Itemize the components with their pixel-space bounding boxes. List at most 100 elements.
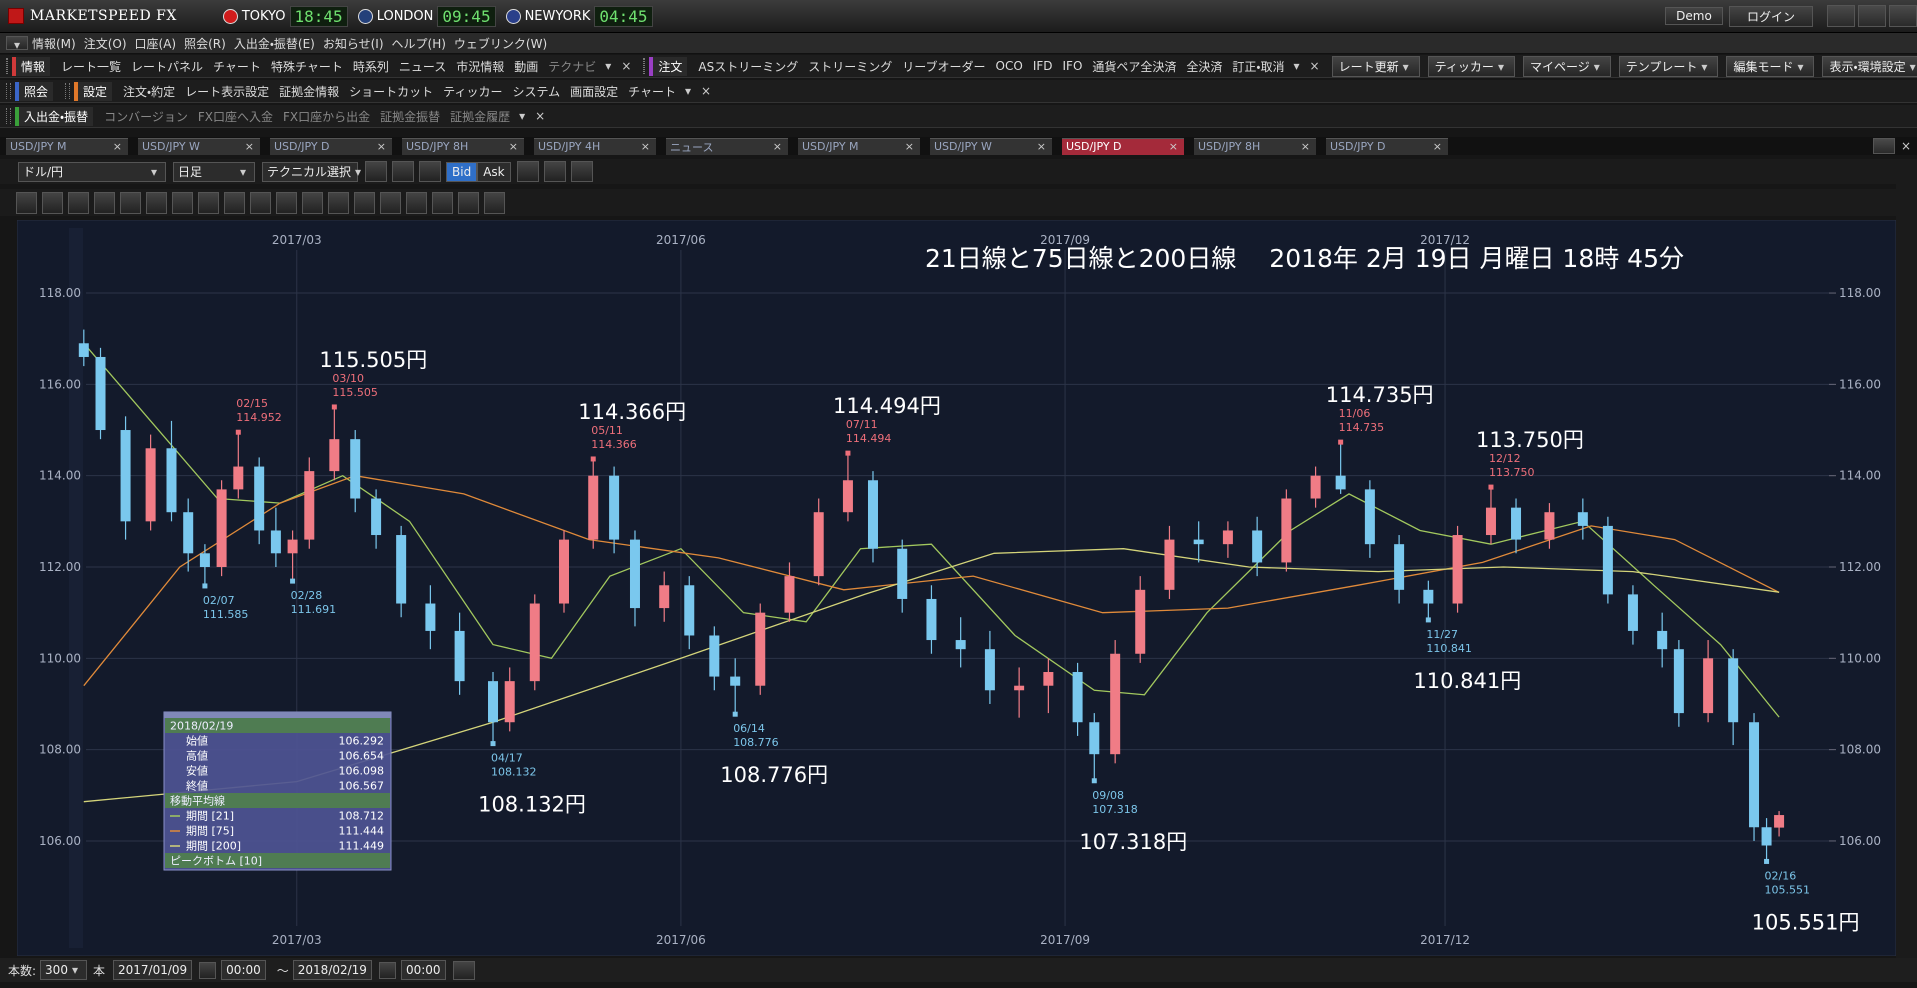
count-input[interactable]: 300 [40,960,87,980]
icon-button[interactable] [570,161,593,182]
menu-item[interactable]: 照会(R) [184,36,226,51]
close[interactable] [695,84,717,98]
tab-close[interactable] [1427,140,1448,153]
toolbar-item[interactable]: レート一覧 [61,59,122,74]
menu-item[interactable]: 情報(M) [32,36,76,51]
group-label[interactable]: 設定 [74,81,113,101]
to-time[interactable]: 00:00 [400,960,446,980]
toolbar-item[interactable]: レート表示設定 [185,84,270,99]
to-date[interactable]: 2018/02/19 [292,960,372,980]
tool-button[interactable] [198,191,219,214]
calendar-button[interactable] [378,961,396,979]
toolbar-button[interactable]: 編集モード [1726,55,1815,77]
window-control[interactable] [1827,5,1855,27]
window-control[interactable] [1858,5,1886,27]
menu-icon[interactable] [6,36,28,50]
tab[interactable]: USD/JPY W [930,137,1052,155]
toolbar-item[interactable]: ストリーミング [808,59,893,74]
account-button[interactable]: Demo [1665,7,1723,25]
bid-button[interactable]: Bid [446,161,478,182]
close[interactable] [615,59,637,73]
menu-item[interactable]: 注文(O) [83,36,127,51]
tab-close[interactable] [1295,140,1316,153]
group-label[interactable]: 情報 [12,56,51,76]
tool-button[interactable] [432,191,453,214]
menu-item[interactable]: ヘルプ(H) [391,36,446,51]
toolbar-item[interactable]: チャート [628,84,676,99]
toolbar-item[interactable]: 証拠金情報 [279,84,340,99]
tab[interactable]: USD/JPY D [270,137,392,155]
toolbar-button[interactable]: レート更新 [1331,55,1420,77]
toolbar-item[interactable]: 注文・約定 [123,84,176,99]
toolbar-item[interactable]: IFO [1062,59,1083,73]
toolbar-button[interactable]: ティッカー [1427,55,1515,77]
toolbar-item[interactable]: 市況情報 [456,59,505,74]
tab-close[interactable] [503,140,524,153]
tool-button[interactable] [380,191,401,214]
tab-close[interactable] [107,140,128,153]
menu-item[interactable]: お知らせ(I) [322,36,384,51]
dropdown[interactable] [515,109,529,123]
ask-button[interactable]: Ask [477,161,511,182]
tool-button[interactable] [172,191,193,214]
toolbar-item[interactable]: テクナビ [548,59,597,74]
icon-button[interactable] [543,161,566,182]
close[interactable] [529,109,551,123]
tab-close[interactable] [1163,140,1184,153]
toolbar-item[interactable]: FX口座から出金 [282,109,371,124]
tool-button[interactable] [16,191,37,214]
tool-button[interactable] [42,191,63,214]
tab[interactable]: USD/JPY 4H [534,137,656,155]
menu-item[interactable]: 口座(A) [134,36,177,51]
tab[interactable]: USD/JPY M [6,137,128,155]
tab[interactable]: USD/JPY 8H [1194,137,1316,155]
toolbar-item[interactable]: ショートカット [349,84,434,99]
calendar-button[interactable] [199,961,217,979]
menu-item[interactable]: ウェブリンク(W) [453,36,548,51]
toolbar-item[interactable]: ニュース [398,59,447,74]
tool-button[interactable] [276,191,297,214]
dropdown[interactable] [601,59,615,73]
toolbar-button[interactable]: マイページ [1522,55,1611,77]
toolbar-item[interactable]: 動画 [514,59,539,74]
tab[interactable]: USD/JPY D [1062,137,1184,155]
dropdown[interactable] [1290,59,1304,73]
toolbar-item[interactable]: 訂正・取消 [1232,59,1285,74]
tool-button[interactable] [120,191,141,214]
toolbar-item[interactable]: ティッカー [443,84,503,99]
toolbar-item[interactable]: 全決済 [1186,59,1223,74]
tab[interactable]: ニュース [666,137,788,155]
close[interactable] [1304,59,1326,73]
toolbar-item[interactable]: 証拠金履歴 [450,109,511,124]
menu-item[interactable]: 入出金・振替(E) [233,36,315,51]
tool-button[interactable] [484,191,505,214]
toolbar-item[interactable]: システム [512,84,561,99]
technical-select[interactable]: テクニカル選択 [262,161,358,182]
tool-button[interactable] [224,191,245,214]
window-control[interactable] [1872,138,1895,154]
toolbar-button[interactable]: 表示・環境設定 [1822,55,1917,77]
tool-button[interactable] [328,191,349,214]
toolbar-item[interactable]: 時系列 [352,59,389,74]
group-label[interactable]: 照会 [15,81,54,101]
tab[interactable]: USD/JPY W [138,137,260,155]
tool-button[interactable] [94,191,115,214]
from-time[interactable]: 00:00 [221,960,266,980]
group-label[interactable]: 入出金・振替 [15,106,94,126]
toolbar-item[interactable]: FX口座へ入金 [197,109,273,124]
toolbar-item[interactable]: 特殊チャート [270,59,343,74]
toolbar-item[interactable]: 通貨ペア全決済 [1092,59,1177,74]
toolbar-item[interactable]: IFD [1032,59,1053,73]
toolbar-item[interactable]: ASストリーミング [698,59,799,74]
tab-close[interactable] [635,140,656,153]
reload-button[interactable] [452,960,475,980]
dropdown[interactable] [681,84,695,98]
tab-close[interactable] [1031,140,1052,153]
toolbar-item[interactable]: チャート [213,59,261,74]
icon-button[interactable] [392,161,414,182]
toolbar-item[interactable]: コンバージョン [104,109,188,124]
toolbar-item[interactable]: 画面設定 [570,84,619,99]
tab[interactable]: USD/JPY D [1326,137,1448,155]
tool-button[interactable] [458,191,479,214]
account-button[interactable]: ログイン [1729,5,1813,27]
